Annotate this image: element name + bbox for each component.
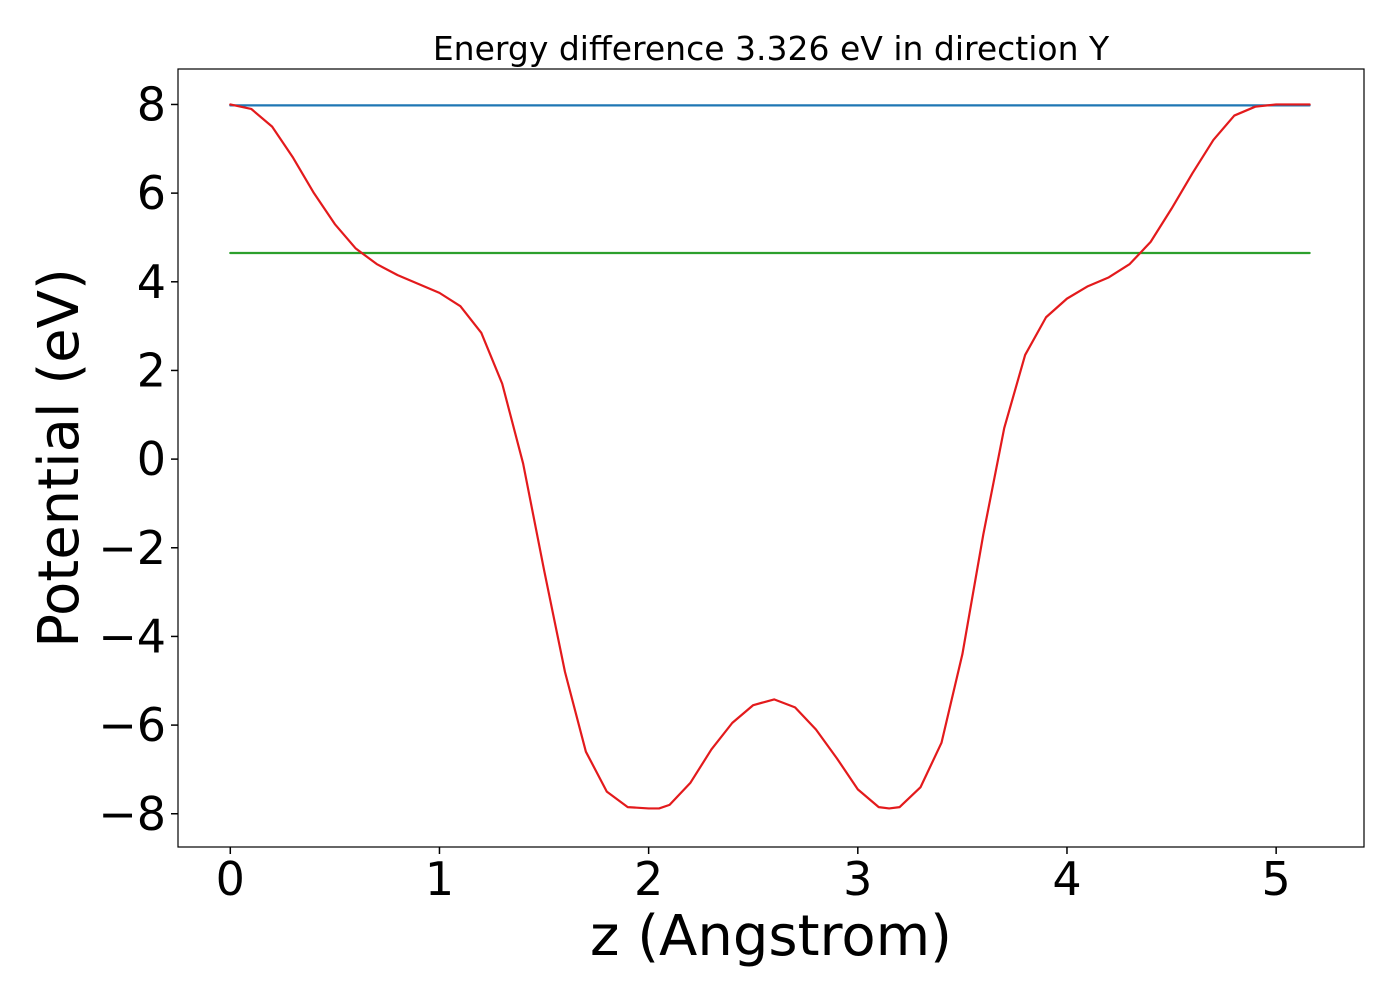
x-tick-label: 4 xyxy=(1052,852,1081,906)
x-tick-label: 0 xyxy=(216,852,245,906)
x-tick-label: 1 xyxy=(425,852,454,906)
series-layer xyxy=(229,103,1311,810)
y-axis-ticks: 8 6 4 2 0 −2 −4 −6 −8 xyxy=(98,77,178,841)
x-axis-ticks: 0 1 2 3 4 5 xyxy=(216,847,1291,906)
series-line-3 xyxy=(229,103,1311,810)
x-tick-label: 2 xyxy=(634,852,663,906)
y-tick-label: 4 xyxy=(137,255,166,309)
x-tick-label: 5 xyxy=(1262,852,1291,906)
y-tick-label: 0 xyxy=(137,432,166,486)
x-axis-label: z (Angstrom) xyxy=(590,904,952,969)
y-tick-label: 6 xyxy=(137,166,166,220)
plot-frame xyxy=(177,68,1365,848)
y-tick-label: −8 xyxy=(98,787,166,841)
y-tick-label: −6 xyxy=(98,698,166,752)
y-tick-label: 8 xyxy=(137,77,166,131)
y-axis-label: Potential (eV) xyxy=(27,268,92,648)
y-tick-label: −4 xyxy=(98,609,166,663)
x-tick-label: 3 xyxy=(843,852,872,906)
chart-title: Energy difference 3.326 eV in direction … xyxy=(433,29,1110,68)
y-tick-label: −2 xyxy=(98,521,166,575)
y-tick-label: 2 xyxy=(137,343,166,397)
